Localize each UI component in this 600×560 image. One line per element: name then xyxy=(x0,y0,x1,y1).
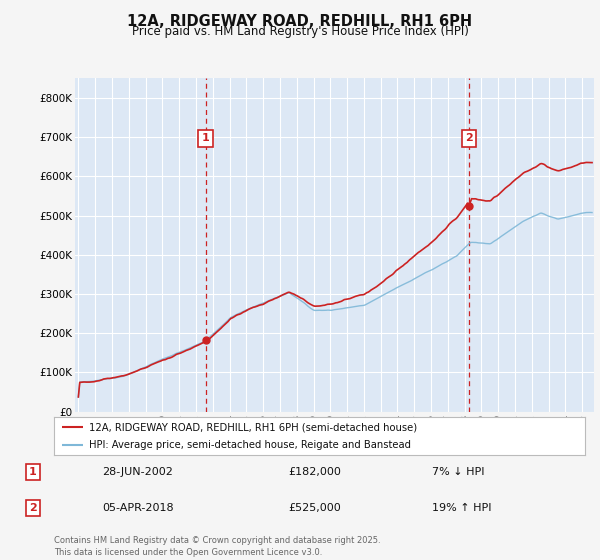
Text: 28-JUN-2002: 28-JUN-2002 xyxy=(102,467,173,477)
Text: 1: 1 xyxy=(29,467,37,477)
Text: Contains HM Land Registry data © Crown copyright and database right 2025.
This d: Contains HM Land Registry data © Crown c… xyxy=(54,536,380,557)
Text: 19% ↑ HPI: 19% ↑ HPI xyxy=(432,503,491,513)
Text: 12A, RIDGEWAY ROAD, REDHILL, RH1 6PH (semi-detached house): 12A, RIDGEWAY ROAD, REDHILL, RH1 6PH (se… xyxy=(89,422,416,432)
Text: 7% ↓ HPI: 7% ↓ HPI xyxy=(432,467,485,477)
Text: 2: 2 xyxy=(465,133,473,143)
Text: £525,000: £525,000 xyxy=(288,503,341,513)
Text: HPI: Average price, semi-detached house, Reigate and Banstead: HPI: Average price, semi-detached house,… xyxy=(89,440,410,450)
Text: 05-APR-2018: 05-APR-2018 xyxy=(102,503,173,513)
Text: £182,000: £182,000 xyxy=(288,467,341,477)
Text: 1: 1 xyxy=(202,133,209,143)
Text: Price paid vs. HM Land Registry's House Price Index (HPI): Price paid vs. HM Land Registry's House … xyxy=(131,25,469,38)
Text: 2: 2 xyxy=(29,503,37,513)
Text: 12A, RIDGEWAY ROAD, REDHILL, RH1 6PH: 12A, RIDGEWAY ROAD, REDHILL, RH1 6PH xyxy=(127,14,473,29)
